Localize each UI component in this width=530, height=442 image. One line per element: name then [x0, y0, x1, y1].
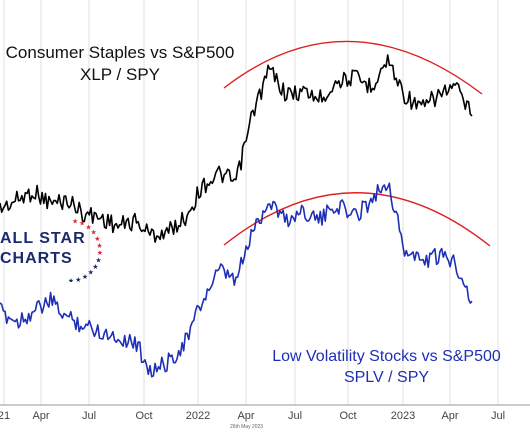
logo-star: ★ — [82, 273, 88, 281]
x-tick-label: Apr — [32, 410, 49, 422]
x-tick-label: Apr — [237, 410, 254, 422]
splv-title-line1: Low Volatility Stocks vs S&P500 — [272, 348, 501, 365]
all-star-charts-logo: ★ ★ ★ ★ ★ ★ ★ ★ ★ ★ ★ ★ ★ ALL STAR CHARTS — [0, 218, 110, 282]
x-tick-label: 2023 — [391, 410, 415, 422]
x-tick-label: Oct — [135, 410, 152, 422]
x-tick-label: Jul — [288, 410, 302, 422]
x-tick-label: Jul — [491, 410, 505, 422]
logo-star: ★ — [90, 229, 96, 237]
x-tick-label: Jul — [82, 410, 96, 422]
logo-star: ★ — [94, 235, 100, 243]
logo-line1: ALL STAR — [0, 230, 86, 247]
chart-date-caption: 26th May 2023 — [230, 424, 264, 430]
logo-star: ★ — [72, 218, 78, 226]
chart-series — [0, 54, 473, 378]
x-tick-label: Apr — [441, 410, 458, 422]
logo-star: ★ — [85, 223, 91, 231]
xlp-spy-line — [0, 54, 473, 243]
x-tick-label: Oct — [339, 410, 356, 422]
logo-star: ★ — [96, 242, 102, 250]
x-tick-label: 2022 — [186, 410, 210, 422]
logo-star: ★ — [92, 263, 98, 271]
logo-star: ★ — [97, 249, 103, 257]
splv-chart-title: Low Volatility Stocks vs S&P500 SPLV / S… — [264, 346, 509, 388]
logo-stars-icon: ★ ★★★★★★★★★★★★ — [68, 218, 103, 282]
splv-spy-line — [0, 182, 473, 378]
chart-gridlines — [3, 0, 499, 405]
logo-star: ★ — [95, 256, 101, 264]
xlp-top-arc — [223, 40, 483, 95]
x-axis-ticks: 21 Apr Jul Oct 2022 Apr Jul Oct 2023 Apr Jul — [0, 410, 505, 422]
logo-star: ★ — [75, 276, 81, 282]
logo-line2: CHARTS — [0, 250, 73, 267]
xlp-title-line2: XLP / SPY — [79, 65, 160, 84]
logo-star: ★ — [79, 220, 85, 228]
xlp-chart-title: Consumer Staples vs S&P500 XLP / SPY — [0, 42, 240, 86]
x-tick-label: 21 — [0, 410, 10, 422]
splv-title-line2: SPLV / SPY — [343, 369, 430, 386]
logo-star: ★ — [68, 277, 74, 282]
logo-star: ★ — [88, 269, 94, 277]
xlp-title-line1: Consumer Staples vs S&P500 — [5, 43, 235, 62]
